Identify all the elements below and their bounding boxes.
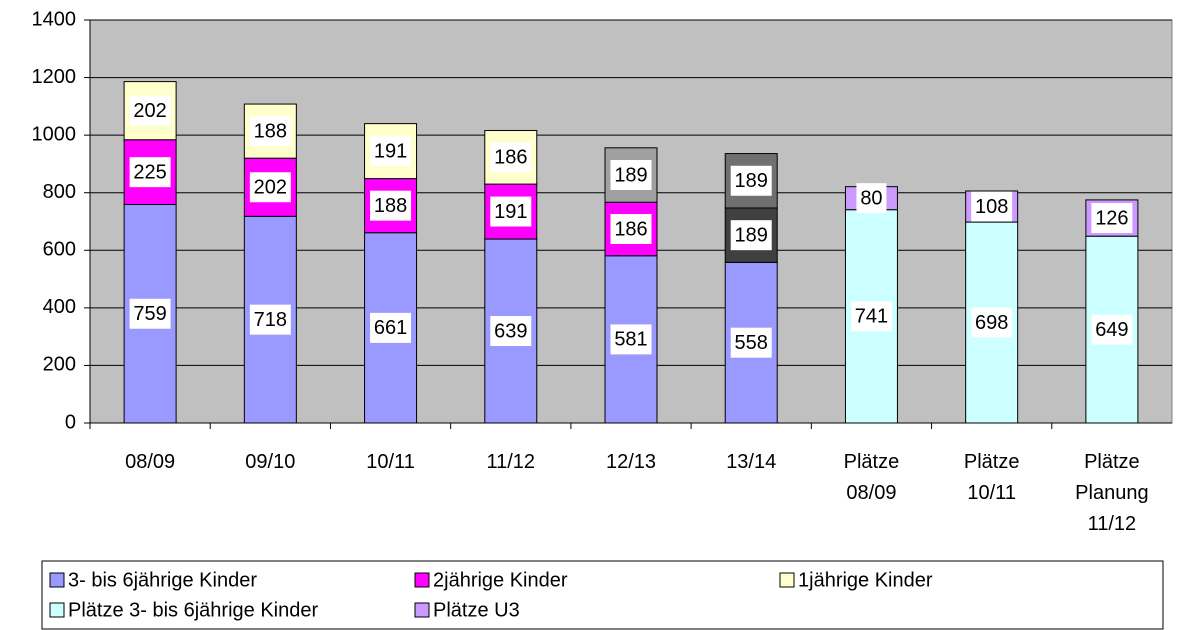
legend-swatch — [49, 602, 65, 618]
x-tick-label: Plätze 10/11 — [964, 451, 1020, 504]
data-label: 186 — [614, 218, 647, 240]
x-tick-line: 10/11 — [366, 451, 415, 473]
data-label: 186 — [494, 147, 527, 169]
x-tick-line: 11/12 — [486, 451, 535, 473]
data-label: 191 — [494, 201, 527, 223]
x-tick-line: 08/09 — [125, 451, 175, 473]
x-tick-label: Plätze 08/09 — [844, 451, 900, 504]
x-tick-label: 10/11 — [366, 451, 415, 473]
y-tick-label: 1200 — [32, 66, 77, 88]
legend-swatch — [779, 572, 795, 588]
data-label: 189 — [735, 170, 768, 192]
data-label-box — [610, 213, 652, 244]
legend-label: 3- bis 6jährige Kinder — [68, 569, 257, 591]
x-tick-label: Plätze Planung 11/12 — [1075, 451, 1148, 535]
legend-label: 1jährige Kinder — [798, 569, 933, 591]
data-label-box — [370, 190, 412, 221]
x-tick-label: 11/12 — [486, 451, 535, 473]
data-label: 741 — [855, 306, 888, 328]
data-label-box — [249, 304, 291, 335]
x-tick-label: 09/10 — [245, 451, 295, 473]
data-label-box — [610, 160, 652, 191]
data-label: 698 — [975, 312, 1008, 334]
data-label: 202 — [254, 177, 287, 199]
data-label: 225 — [133, 161, 166, 183]
y-tick-label: 800 — [43, 181, 76, 203]
x-tick-line: Plätze — [1084, 451, 1140, 473]
y-tick-label: 1400 — [32, 8, 77, 30]
legend-swatch — [49, 572, 65, 588]
legend-label: Plätze U3 — [433, 599, 520, 621]
data-label-box — [249, 172, 291, 203]
data-label-box — [730, 165, 772, 196]
legend-swatch — [414, 602, 430, 618]
data-label: 189 — [614, 164, 647, 186]
data-label-box — [610, 324, 652, 355]
x-tick-label: 13/14 — [726, 451, 776, 473]
data-label: 191 — [374, 140, 407, 162]
data-label-box — [370, 312, 412, 343]
x-tick-label: 08/09 — [125, 451, 175, 473]
legend-box — [41, 560, 1164, 630]
data-label: 649 — [1095, 319, 1128, 341]
data-label: 188 — [254, 120, 287, 142]
data-label-box — [856, 183, 887, 214]
data-label: 639 — [494, 320, 527, 342]
data-label-box — [249, 116, 291, 147]
y-tick-label: 1000 — [32, 123, 77, 145]
y-tick-label: 0 — [65, 411, 76, 433]
data-label-box — [370, 136, 412, 167]
x-tick-line: 12/13 — [606, 451, 656, 473]
x-tick-label: 12/13 — [606, 451, 656, 473]
data-label: 558 — [735, 332, 768, 354]
data-label: 581 — [614, 329, 647, 351]
data-label-box — [129, 95, 171, 126]
data-label-box — [1091, 314, 1133, 345]
data-label: 80 — [860, 187, 882, 209]
data-label-box — [730, 220, 772, 251]
data-label: 126 — [1095, 207, 1128, 229]
legend-label: 2jährige Kinder — [433, 569, 568, 591]
data-label-box — [490, 142, 532, 173]
data-label-box — [490, 316, 532, 347]
x-tick-line: 11/12 — [1088, 513, 1137, 535]
data-label: 202 — [133, 100, 166, 122]
y-tick-label: 200 — [43, 354, 76, 376]
x-tick-line: 09/10 — [245, 451, 295, 473]
x-tick-line: 13/14 — [726, 451, 776, 473]
x-tick-line: Plätze — [844, 451, 900, 473]
data-label: 759 — [133, 303, 166, 325]
data-label-box — [1091, 203, 1133, 234]
data-label-box — [850, 301, 892, 332]
y-tick-label: 400 — [43, 296, 76, 318]
data-label-box — [129, 157, 171, 188]
data-label: 108 — [975, 196, 1008, 218]
legend-swatch — [414, 572, 430, 588]
data-label-box — [490, 196, 532, 227]
x-tick-line: 10/11 — [967, 482, 1016, 504]
data-label-box — [730, 327, 772, 358]
x-tick-line: Plätze — [964, 451, 1020, 473]
data-label-box — [971, 191, 1013, 222]
legend-label: Plätze 3- bis 6jährige Kinder — [68, 599, 318, 621]
data-label-box — [971, 307, 1013, 338]
data-label: 188 — [374, 195, 407, 217]
data-label-box — [129, 298, 171, 329]
data-label: 661 — [374, 317, 407, 339]
data-label: 718 — [254, 309, 287, 331]
x-tick-line: Planung — [1075, 482, 1148, 504]
data-label: 189 — [735, 224, 768, 246]
y-tick-label: 600 — [43, 239, 76, 261]
x-tick-line: 08/09 — [846, 482, 896, 504]
